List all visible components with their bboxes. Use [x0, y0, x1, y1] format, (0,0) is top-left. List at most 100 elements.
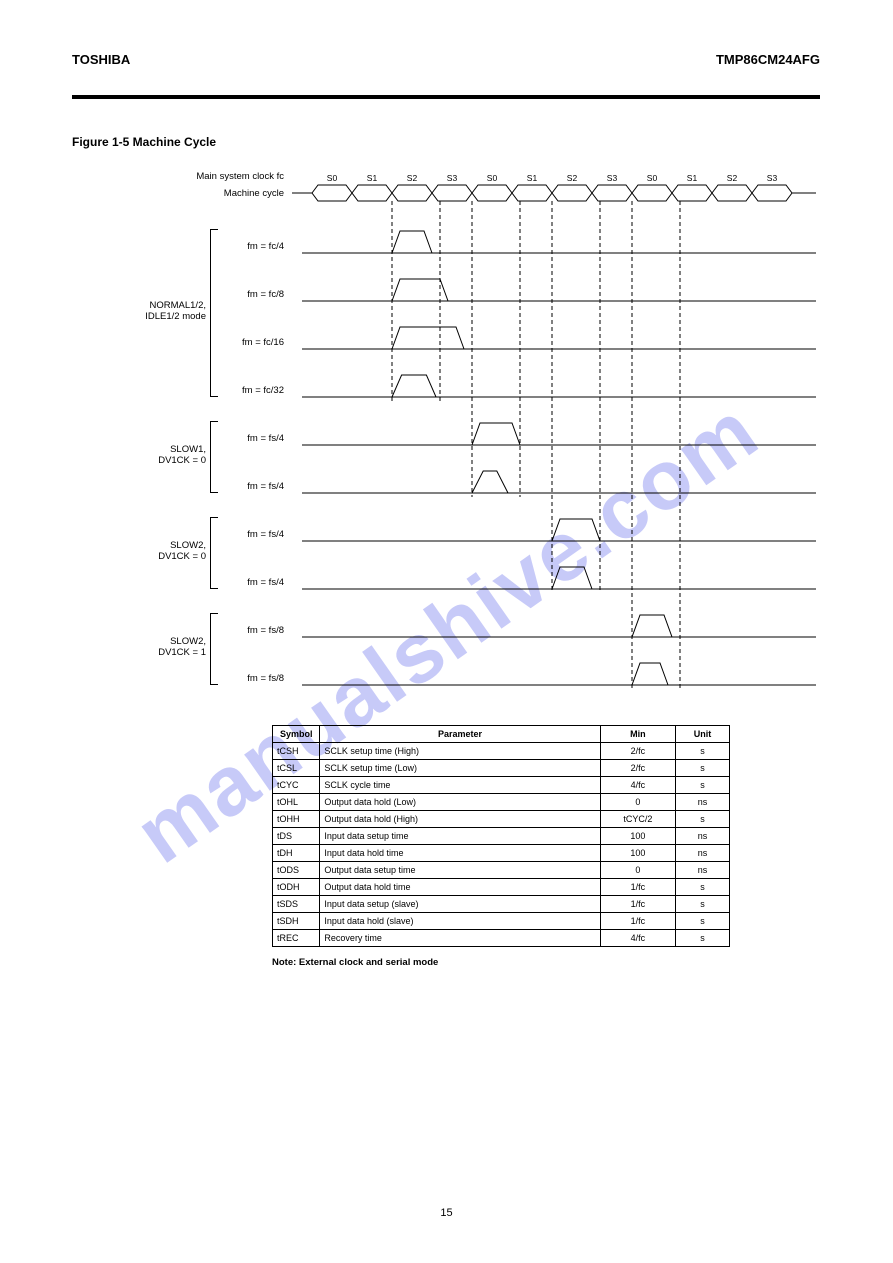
table-cell: Input data hold time — [320, 845, 600, 862]
table-row: tDSInput data setup time100ns — [273, 828, 730, 845]
table-cell: Recovery time — [320, 930, 600, 947]
timing-diagram: S0S1S2S3S0S1S2S3S0S1S2S3Machine cycleMai… — [72, 163, 820, 713]
table-header-row: SymbolParameterMinUnit — [273, 726, 730, 743]
table-cell: 2/fc — [600, 760, 675, 777]
timing-svg: S0S1S2S3S0S1S2S3S0S1S2S3Machine cycleMai… — [72, 163, 820, 713]
svg-text:S0: S0 — [647, 173, 658, 183]
table-cell: 4/fc — [600, 930, 675, 947]
table-cell: 2/fc — [600, 743, 675, 760]
table-cell: tOHL — [273, 794, 320, 811]
table-header: Symbol — [273, 726, 320, 743]
table-cell: Output data hold time — [320, 879, 600, 896]
svg-text:fm = fc/4: fm = fc/4 — [247, 241, 284, 252]
table-cell: tOHH — [273, 811, 320, 828]
svg-text:fm = fc/32: fm = fc/32 — [242, 385, 284, 396]
table-row: tCYCSCLK cycle time4/fcs — [273, 777, 730, 794]
svg-text:S2: S2 — [407, 173, 418, 183]
table-cell: tSDS — [273, 896, 320, 913]
table-cell: s — [676, 777, 730, 794]
table-cell: SCLK setup time (High) — [320, 743, 600, 760]
svg-text:fm = fc/16: fm = fc/16 — [242, 337, 284, 348]
table-cell: SCLK setup time (Low) — [320, 760, 600, 777]
table-body: tCSHSCLK setup time (High)2/fcstCSLSCLK … — [273, 743, 730, 947]
page-header: TOSHIBA TMP86CM24AFG — [72, 52, 820, 67]
figure-title: Figure 1-5 Machine Cycle — [72, 135, 820, 149]
table-cell: ns — [676, 828, 730, 845]
svg-text:S3: S3 — [607, 173, 618, 183]
table-cell: 4/fc — [600, 777, 675, 794]
table-cell: tREC — [273, 930, 320, 947]
page-number: 15 — [0, 1207, 893, 1219]
table-cell: tDS — [273, 828, 320, 845]
header-right: TMP86CM24AFG — [716, 52, 820, 67]
svg-text:fm = fs/4: fm = fs/4 — [247, 529, 284, 540]
svg-text:S1: S1 — [367, 173, 378, 183]
table-cell: 1/fc — [600, 879, 675, 896]
svg-text:S0: S0 — [487, 173, 498, 183]
table-row: tCSHSCLK setup time (High)2/fcs — [273, 743, 730, 760]
table-cell: 1/fc — [600, 896, 675, 913]
table-row: tODSOutput data setup time0ns — [273, 862, 730, 879]
group-bracket — [210, 613, 218, 685]
table-cell: s — [676, 743, 730, 760]
table-cell: s — [676, 760, 730, 777]
svg-text:fm = fs/4: fm = fs/4 — [247, 577, 284, 588]
table-cell: tCSH — [273, 743, 320, 760]
table-cell: tCYC — [273, 777, 320, 794]
table-row: tOHLOutput data hold (Low)0ns — [273, 794, 730, 811]
table-cell: Output data setup time — [320, 862, 600, 879]
table-row: tSDHInput data hold (slave)1/fcs — [273, 913, 730, 930]
svg-text:S3: S3 — [447, 173, 458, 183]
table-cell: 100 — [600, 828, 675, 845]
group-label: SLOW2,DV1CK = 1 — [122, 636, 206, 658]
table-cell: s — [676, 811, 730, 828]
header-left: TOSHIBA — [72, 52, 130, 67]
svg-text:S2: S2 — [727, 173, 738, 183]
table-cell: 0 — [600, 794, 675, 811]
header-rule — [72, 95, 820, 99]
table-row: tRECRecovery time4/fcs — [273, 930, 730, 947]
table-cell: s — [676, 913, 730, 930]
svg-text:fm = fs/8: fm = fs/8 — [247, 673, 284, 684]
table-cell: tSDH — [273, 913, 320, 930]
table-cell: tODS — [273, 862, 320, 879]
group-label: SLOW2,DV1CK = 0 — [122, 540, 206, 562]
table-cell: 100 — [600, 845, 675, 862]
svg-text:Machine cycle: Machine cycle — [224, 188, 284, 199]
table-cell: tCYC/2 — [600, 811, 675, 828]
table-cell: s — [676, 879, 730, 896]
table-header: Parameter — [320, 726, 600, 743]
group-label: NORMAL1/2,IDLE1/2 mode — [122, 300, 206, 322]
table-cell: tDH — [273, 845, 320, 862]
table-cell: s — [676, 930, 730, 947]
timing-table: SymbolParameterMinUnit tCSHSCLK setup ti… — [272, 725, 730, 947]
svg-text:S2: S2 — [567, 173, 578, 183]
group-label: SLOW1,DV1CK = 0 — [122, 444, 206, 466]
svg-text:fm = fs/4: fm = fs/4 — [247, 481, 284, 492]
svg-text:S1: S1 — [687, 173, 698, 183]
svg-text:S1: S1 — [527, 173, 538, 183]
table-cell: ns — [676, 862, 730, 879]
table-row: tOHHOutput data hold (High)tCYC/2s — [273, 811, 730, 828]
table-cell: 0 — [600, 862, 675, 879]
svg-text:fm = fs/4: fm = fs/4 — [247, 433, 284, 444]
parameters-table: SymbolParameterMinUnit tCSHSCLK setup ti… — [272, 725, 730, 947]
table-cell: SCLK cycle time — [320, 777, 600, 794]
table-cell: Input data setup (slave) — [320, 896, 600, 913]
table-cell: Input data setup time — [320, 828, 600, 845]
table-cell: 1/fc — [600, 913, 675, 930]
table-row: tCSLSCLK setup time (Low)2/fcs — [273, 760, 730, 777]
table-note: Note: External clock and serial mode — [272, 957, 820, 968]
table-cell: s — [676, 896, 730, 913]
svg-text:S3: S3 — [767, 173, 778, 183]
table-cell: tODH — [273, 879, 320, 896]
table-row: tSDSInput data setup (slave)1/fcs — [273, 896, 730, 913]
svg-text:S0: S0 — [327, 173, 338, 183]
table-cell: tCSL — [273, 760, 320, 777]
table-header: Min — [600, 726, 675, 743]
table-row: tDHInput data hold time100ns — [273, 845, 730, 862]
table-header: Unit — [676, 726, 730, 743]
table-cell: Output data hold (Low) — [320, 794, 600, 811]
table-cell: Input data hold (slave) — [320, 913, 600, 930]
group-bracket — [210, 421, 218, 493]
